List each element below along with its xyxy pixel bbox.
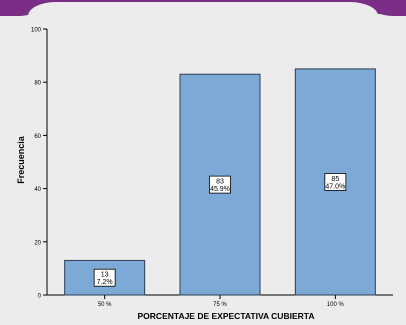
header-band-inner-curve	[28, 2, 378, 16]
data-label-box	[93, 268, 116, 287]
x-axis-label: PORCENTAJE DE EXPECTATIVA CUBIERTA	[138, 311, 315, 321]
x-tick-label: 50 %	[98, 302, 112, 308]
y-tick-label: 40	[34, 187, 41, 193]
data-label-percent: 45.9%	[210, 186, 230, 193]
y-tick-label: 60	[34, 134, 41, 140]
data-label-count: 83	[216, 179, 224, 186]
data-label-box	[324, 173, 347, 191]
y-tick-label: 100	[31, 28, 42, 34]
data-label-percent: 47.0%	[325, 183, 345, 190]
y-tick-label: 20	[34, 240, 41, 246]
header-band-right-curve	[370, 0, 406, 16]
x-tick-label: 75 %	[213, 302, 227, 308]
data-label-count: 13	[101, 272, 109, 279]
data-label-percent: 7.2%	[97, 279, 113, 286]
y-tick-label: 0	[38, 294, 42, 300]
y-axis-label: Frecuencia	[16, 135, 26, 184]
data-label-box	[209, 175, 231, 194]
x-tick-label: 100 %	[327, 302, 345, 308]
y-tick-label: 80	[34, 81, 41, 87]
data-label-count: 85	[331, 176, 339, 183]
